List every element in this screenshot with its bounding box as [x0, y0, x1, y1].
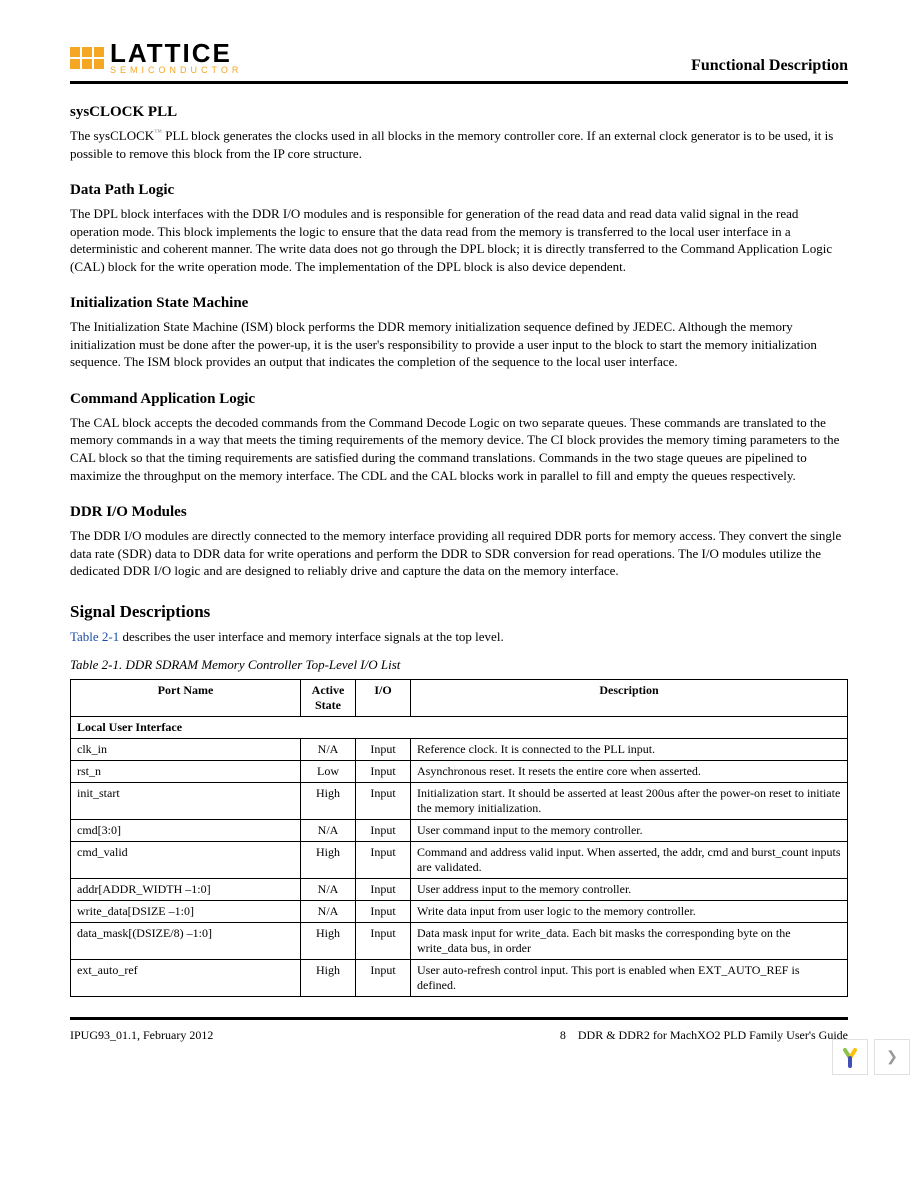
cell-io: Input: [356, 739, 411, 761]
footer-left: IPUG93_01.1, February 2012: [70, 1028, 213, 1043]
cell-port: write_data[DSIZE –1:0]: [71, 901, 301, 923]
cell-desc: Write data input from user logic to the …: [411, 901, 848, 923]
table-row: clk_inN/AInputReference clock. It is con…: [71, 739, 848, 761]
th-port: Port Name: [71, 680, 301, 717]
cell-io: Input: [356, 820, 411, 842]
table-row: addr[ADDR_WIDTH –1:0]N/AInputUser addres…: [71, 879, 848, 901]
body-ddrio: The DDR I/O modules are directly connect…: [70, 527, 848, 580]
cell-io: Input: [356, 879, 411, 901]
cell-desc: Asynchronous reset. It resets the entire…: [411, 761, 848, 783]
heading-ddrio: DDR I/O Modules: [70, 504, 848, 521]
intro-rest: describes the user interface and memory …: [119, 629, 503, 644]
table-section-row: Local User Interface: [71, 717, 848, 739]
table-ref-link[interactable]: Table 2-1: [70, 629, 119, 644]
logo-main-text: LATTICE: [110, 40, 242, 66]
io-table: Port Name Active State I/O Description L…: [70, 679, 848, 997]
table-row: ext_auto_refHighInputUser auto-refresh c…: [71, 960, 848, 997]
cell-port: init_start: [71, 783, 301, 820]
table-row: init_startHighInputInitialization start.…: [71, 783, 848, 820]
cell-port: ext_auto_ref: [71, 960, 301, 997]
cell-port: clk_in: [71, 739, 301, 761]
cell-io: Input: [356, 960, 411, 997]
viewer-controls: ❯: [832, 1039, 910, 1075]
heading-dpl: Data Path Logic: [70, 182, 848, 199]
body-cal: The CAL block accepts the decoded comman…: [70, 414, 848, 484]
table-row: cmd_validHighInputCommand and address va…: [71, 842, 848, 879]
table-row: cmd[3:0]N/AInputUser command input to th…: [71, 820, 848, 842]
next-page-button[interactable]: ❯: [874, 1039, 910, 1075]
th-io: I/O: [356, 680, 411, 717]
header-section-title: Functional Description: [691, 57, 848, 75]
cell-active: High: [301, 960, 356, 997]
cell-active: High: [301, 783, 356, 820]
heading-sysclock: sysCLOCK PLL: [70, 104, 848, 121]
cell-desc: Reference clock. It is connected to the …: [411, 739, 848, 761]
cell-active: High: [301, 923, 356, 960]
body-ism: The Initialization State Machine (ISM) b…: [70, 318, 848, 371]
cell-active: High: [301, 842, 356, 879]
body-dpl: The DPL block interfaces with the DDR I/…: [70, 205, 848, 275]
cell-desc: User address input to the memory control…: [411, 879, 848, 901]
table-row: data_mask[(DSIZE/8) –1:0]HighInputData m…: [71, 923, 848, 960]
cell-port: cmd_valid: [71, 842, 301, 879]
body-sysclock: The sysCLOCK™ PLL block generates the cl…: [70, 127, 848, 162]
cell-io: Input: [356, 842, 411, 879]
lattice-logo: LATTICE SEMICONDUCTOR: [70, 40, 242, 75]
cell-active: N/A: [301, 901, 356, 923]
cell-desc: User auto-refresh control input. This po…: [411, 960, 848, 997]
table-row: rst_nLowInputAsynchronous reset. It rese…: [71, 761, 848, 783]
heading-cal: Command Application Logic: [70, 391, 848, 408]
logo-squares-icon: [70, 47, 104, 69]
table-section-label: Local User Interface: [71, 717, 848, 739]
cell-port: data_mask[(DSIZE/8) –1:0]: [71, 923, 301, 960]
chevron-right-icon: ❯: [886, 1049, 898, 1066]
cell-io: Input: [356, 923, 411, 960]
footer-page: 8: [560, 1028, 566, 1042]
table-caption: Table 2-1. DDR SDRAM Memory Controller T…: [70, 657, 848, 673]
cell-desc: Command and address valid input. When as…: [411, 842, 848, 879]
cell-io: Input: [356, 783, 411, 820]
document-page: LATTICE SEMICONDUCTOR Functional Descrip…: [0, 0, 918, 1083]
cell-active: N/A: [301, 879, 356, 901]
heading-sigdesc: Signal Descriptions: [70, 602, 848, 622]
heading-ism: Initialization State Machine: [70, 295, 848, 312]
footer-guide: DDR & DDR2 for MachXO2 PLD Family User's…: [578, 1028, 848, 1042]
cell-port: addr[ADDR_WIDTH –1:0]: [71, 879, 301, 901]
footer-right: 8 DDR & DDR2 for MachXO2 PLD Family User…: [560, 1028, 848, 1043]
cell-port: cmd[3:0]: [71, 820, 301, 842]
cell-active: N/A: [301, 739, 356, 761]
page-header: LATTICE SEMICONDUCTOR Functional Descrip…: [70, 40, 848, 84]
logo-sub-text: SEMICONDUCTOR: [110, 66, 242, 75]
cell-desc: Initialization start. It should be asser…: [411, 783, 848, 820]
cell-desc: User command input to the memory control…: [411, 820, 848, 842]
app-icon[interactable]: [832, 1039, 868, 1075]
cell-active: N/A: [301, 820, 356, 842]
body-sigdesc-intro: Table 2-1 describes the user interface a…: [70, 628, 848, 646]
cell-port: rst_n: [71, 761, 301, 783]
cell-desc: Data mask input for write_data. Each bit…: [411, 923, 848, 960]
table-row: write_data[DSIZE –1:0]N/AInputWrite data…: [71, 901, 848, 923]
page-footer: IPUG93_01.1, February 2012 8 DDR & DDR2 …: [70, 1017, 848, 1043]
cell-io: Input: [356, 901, 411, 923]
cell-active: Low: [301, 761, 356, 783]
table-header-row: Port Name Active State I/O Description: [71, 680, 848, 717]
cell-io: Input: [356, 761, 411, 783]
th-active: Active State: [301, 680, 356, 717]
th-desc: Description: [411, 680, 848, 717]
